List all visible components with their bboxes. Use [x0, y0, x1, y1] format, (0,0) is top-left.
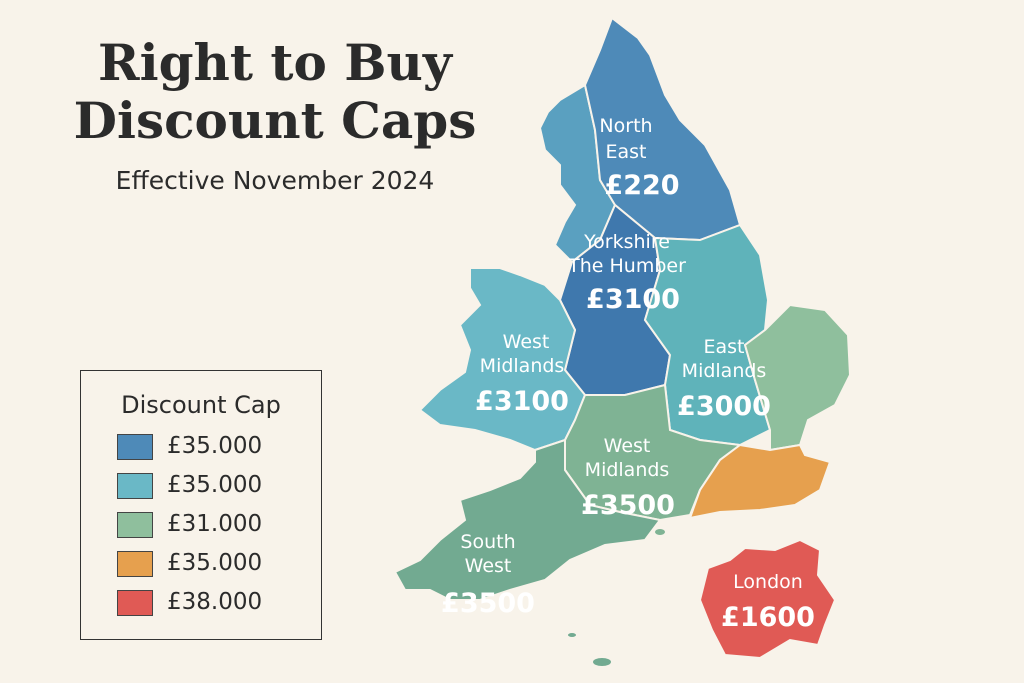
london-value: £1600	[721, 602, 815, 633]
legend-item: £38.000	[117, 589, 317, 620]
east-midlands-value: £3000	[677, 391, 771, 422]
north-east-value: £220	[604, 170, 679, 201]
legend-item: £35.000	[117, 550, 317, 581]
east-midlands-name-1: East	[704, 336, 745, 358]
legend-swatch	[117, 434, 153, 460]
region-south-west[interactable]	[393, 438, 662, 601]
yorkshire-name-1: Yorkshire	[583, 231, 670, 253]
wales-value: £3100	[475, 386, 569, 417]
legend-label: £35.000	[167, 433, 263, 459]
north-east-name-2: East	[606, 141, 647, 163]
legend-item: £31.000	[117, 511, 317, 542]
legend-label: £35.000	[167, 550, 263, 576]
south-west-value: £3500	[441, 588, 535, 619]
title-line-2: Discount Caps	[73, 91, 477, 150]
map-title: Right to Buy Discount Caps	[40, 34, 510, 150]
island-shape	[655, 529, 665, 535]
south-west-name-2: West	[465, 555, 512, 577]
legend-item: £35.000	[117, 433, 317, 464]
legend-title: Discount Cap	[121, 391, 281, 419]
title-line-1: Right to Buy	[98, 33, 452, 92]
yorkshire-value: £3100	[586, 284, 680, 315]
london-name: London	[733, 571, 803, 593]
legend-label: £31.000	[167, 511, 263, 537]
west-midlands-value: £3500	[581, 490, 675, 521]
legend-swatch	[117, 512, 153, 538]
region-london[interactable]	[698, 538, 837, 660]
legend-swatch	[117, 551, 153, 577]
legend-swatch	[117, 473, 153, 499]
legend-box: Discount Cap £35.000 £35.000 £31.000 £35…	[80, 370, 322, 640]
east-midlands-name-2: Midlands	[682, 360, 767, 382]
region-wales[interactable]	[418, 267, 587, 452]
island-shape	[593, 658, 611, 666]
yorkshire-name-2: The Humber	[567, 255, 686, 277]
south-west-name-1: South	[460, 531, 515, 553]
west-midlands-name-2: Midlands	[585, 459, 670, 481]
legend-item: £35.000	[117, 472, 317, 503]
legend-swatch	[117, 590, 153, 616]
north-east-name-1: North	[599, 115, 652, 137]
legend-label: £35.000	[167, 472, 263, 498]
west-midlands-name-1: West	[604, 435, 651, 457]
map-subtitle: Effective November 2024	[115, 166, 435, 195]
wales-name-1: West	[503, 331, 550, 353]
region-south-east[interactable]	[688, 443, 832, 520]
wales-name-2: Midlands	[480, 355, 565, 377]
island-shape	[568, 633, 576, 637]
legend-label: £38.000	[167, 589, 263, 615]
region-east-of-england[interactable]	[743, 303, 852, 452]
